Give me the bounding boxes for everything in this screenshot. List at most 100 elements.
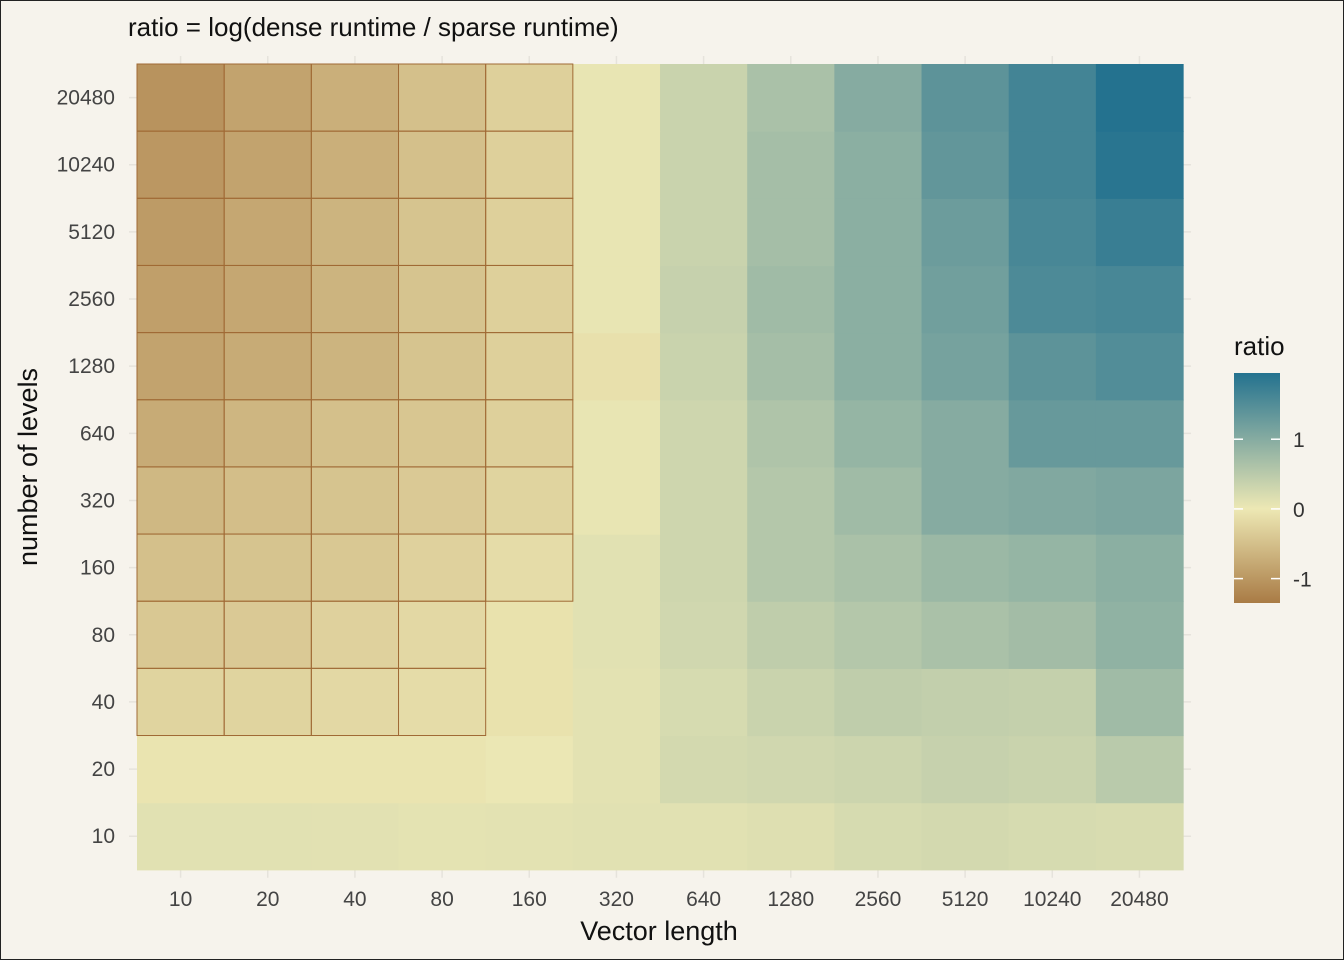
heatmap-cell xyxy=(660,534,748,602)
heatmap-cell xyxy=(572,198,661,267)
heatmap-cell xyxy=(137,601,225,669)
heatmap-cell xyxy=(311,601,400,669)
x-tick-label: 320 xyxy=(599,888,634,911)
heatmap-cell xyxy=(398,601,487,669)
heatmap-cell xyxy=(747,466,835,535)
heatmap-cell xyxy=(921,131,1010,199)
heatmap-cell xyxy=(398,131,487,199)
y-axis-ticks: 10 20 40 80 160 320 640 1280 2560 5120 10240 20480 xyxy=(57,87,115,849)
heatmap-cell xyxy=(921,735,1010,804)
heatmap-cell xyxy=(224,265,312,334)
heatmap-cell xyxy=(834,668,923,737)
heatmap-cell xyxy=(660,735,748,804)
heatmap-cell xyxy=(1095,466,1184,535)
heatmap-cell xyxy=(747,735,835,804)
heatmap-cell xyxy=(137,466,225,535)
heatmap-cell xyxy=(572,601,661,669)
y-tick-label: 1280 xyxy=(68,355,115,378)
legend-tick-label: -1 xyxy=(1293,569,1312,592)
heatmap-cell xyxy=(398,466,487,535)
heatmap-cell xyxy=(137,131,225,199)
heatmap-cell xyxy=(398,668,487,737)
chart-title: ratio = log(dense runtime / sparse runti… xyxy=(128,12,619,42)
heatmap-cell xyxy=(921,265,1010,334)
x-tick-label: 160 xyxy=(512,888,547,911)
heatmap-cell xyxy=(485,198,574,267)
heatmap-cell xyxy=(224,735,312,804)
heatmap-cell xyxy=(572,131,661,199)
heatmap-cell xyxy=(485,735,574,804)
heatmap-cell xyxy=(834,64,923,132)
heatmap-cell xyxy=(834,265,923,334)
y-tick-label: 10 xyxy=(92,825,115,848)
y-tick-label: 20 xyxy=(92,758,115,781)
heatmap-cell xyxy=(1095,668,1184,737)
legend-ticks: 1 0 -1 xyxy=(1234,429,1312,592)
x-tick-label: 2560 xyxy=(855,888,902,911)
heatmap-cell xyxy=(485,466,574,535)
heatmap-cell xyxy=(311,399,400,468)
heatmap-cell xyxy=(921,399,1010,468)
heatmap-cell xyxy=(485,64,574,132)
legend-colorbar xyxy=(1234,373,1280,603)
heatmap-cell xyxy=(1008,64,1097,132)
heatmap-cell xyxy=(1008,198,1097,267)
heatmap-cell xyxy=(224,64,312,132)
heatmap-cell xyxy=(1008,802,1097,871)
heatmap-cell xyxy=(398,198,487,267)
heatmap-cell xyxy=(485,534,574,602)
heatmap-cell xyxy=(485,802,574,871)
outlined-cell xyxy=(485,63,574,132)
heatmap-cell xyxy=(834,735,923,804)
heatmap-cell xyxy=(311,466,400,535)
heatmap-cell xyxy=(224,198,312,267)
heatmap-cell xyxy=(311,332,400,401)
heatmap-cell xyxy=(834,332,923,401)
heatmap-cell xyxy=(1095,534,1184,602)
heatmap-cell xyxy=(747,399,835,468)
heatmap-cell xyxy=(572,668,661,737)
heatmap-cell xyxy=(660,466,748,535)
heatmap-cell xyxy=(921,198,1010,267)
heatmap-cell xyxy=(660,802,748,871)
heatmap-cell xyxy=(311,64,400,132)
y-tick-label: 2560 xyxy=(68,288,115,311)
heatmap-cell xyxy=(660,601,748,669)
x-tick-label: 10240 xyxy=(1023,888,1081,911)
heatmap-cell xyxy=(311,735,400,804)
y-tick-label: 640 xyxy=(80,422,115,445)
heatmap-cell xyxy=(1095,601,1184,669)
heatmap-cell xyxy=(747,131,835,199)
legend-tick-label: 1 xyxy=(1293,429,1305,452)
heatmap-cell xyxy=(1095,64,1184,132)
heatmap-cell xyxy=(224,601,312,669)
heatmap-cell xyxy=(137,64,225,132)
heatmap-cell xyxy=(572,265,661,334)
heatmap-cell xyxy=(311,668,400,737)
x-tick-label: 10 xyxy=(169,888,192,911)
heatmap-cell xyxy=(572,64,661,132)
heatmap-cell xyxy=(137,802,225,871)
heatmap-cell xyxy=(921,601,1010,669)
heatmap-cell xyxy=(572,802,661,871)
heatmap-cell xyxy=(311,131,400,199)
heatmap-cell xyxy=(398,265,487,334)
heatmap-cell xyxy=(747,668,835,737)
heatmap-cell xyxy=(1008,534,1097,602)
heatmap-cell xyxy=(311,265,400,334)
heatmap-cell xyxy=(921,64,1010,132)
x-tick-label: 20480 xyxy=(1110,888,1168,911)
heatmap-cell xyxy=(572,735,661,804)
heatmap-cell xyxy=(311,534,400,602)
heatmap-cell xyxy=(398,735,487,804)
x-tick-label: 20 xyxy=(256,888,279,911)
heatmap-cell xyxy=(834,601,923,669)
y-tick-label: 5120 xyxy=(68,221,115,244)
y-tick-label: 80 xyxy=(92,624,115,647)
heatmap-cell xyxy=(137,668,225,737)
heatmap-cell xyxy=(398,534,487,602)
heatmap-cell xyxy=(224,802,312,871)
heatmap-cell xyxy=(1095,802,1184,871)
heatmap-cell xyxy=(660,64,748,132)
